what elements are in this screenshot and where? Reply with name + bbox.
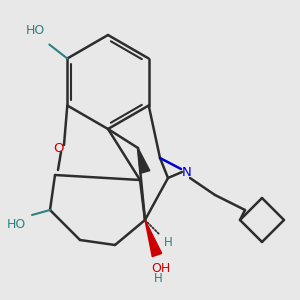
Text: HO: HO: [6, 218, 26, 230]
Text: HO: HO: [26, 24, 45, 37]
Text: O: O: [53, 142, 63, 154]
Text: H: H: [154, 272, 162, 286]
Text: H: H: [164, 236, 172, 250]
Text: N: N: [182, 167, 192, 179]
Text: OH: OH: [152, 262, 171, 275]
Polygon shape: [138, 148, 150, 173]
Polygon shape: [145, 220, 162, 256]
